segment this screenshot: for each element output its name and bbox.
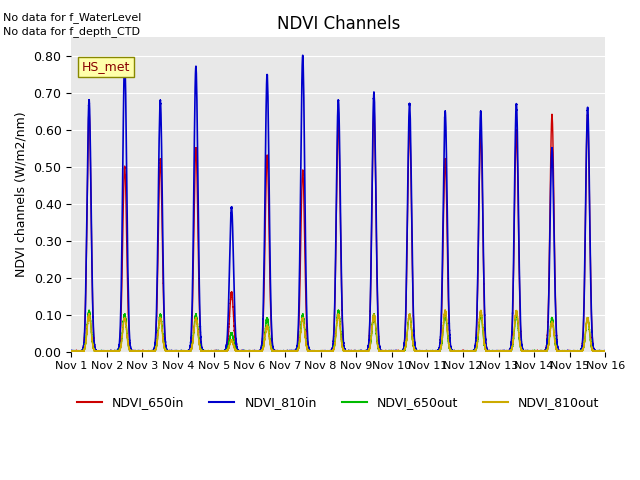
NDVI_810in (483, 348, 491, 353)
Legend: NDVI_650in, NDVI_810in, NDVI_650out, NDVI_810out: NDVI_650in, NDVI_810in, NDVI_650out, NDV… (72, 391, 605, 414)
NDVI_650in (95, 348, 103, 354)
NDVI_650out (95, 348, 103, 354)
NDVI_650out (504, 348, 512, 354)
NDVI_650out (602, 348, 609, 354)
NDVI_810in (67, 348, 75, 354)
NDVI_810in (504, 348, 512, 354)
NDVI_650in (370, 104, 378, 110)
NDVI_650out (335, 307, 342, 313)
NDVI_810in (299, 52, 307, 58)
NDVI_650out (483, 348, 491, 354)
NDVI_810in (67, 348, 75, 354)
NDVI_650in (67, 348, 75, 354)
NDVI_650in (504, 348, 512, 354)
NDVI_650in (483, 348, 491, 354)
NDVI_810out (67, 348, 75, 354)
Text: No data for f_WaterLevel: No data for f_WaterLevel (3, 12, 141, 23)
Line: NDVI_650in: NDVI_650in (71, 107, 605, 351)
NDVI_650out (408, 335, 416, 340)
NDVI_810out (441, 307, 449, 313)
NDVI_650out (469, 348, 477, 354)
Y-axis label: NDVI channels (W/m2/nm): NDVI channels (W/m2/nm) (15, 112, 28, 277)
Text: No data for f_depth_CTD: No data for f_depth_CTD (3, 26, 140, 37)
NDVI_810in (408, 252, 416, 258)
Title: NDVI Channels: NDVI Channels (276, 15, 400, 33)
Line: NDVI_650out: NDVI_650out (71, 310, 605, 351)
NDVI_650in (497, 348, 504, 354)
NDVI_810out (95, 348, 103, 354)
NDVI_650out (497, 348, 504, 354)
NDVI_650out (67, 348, 75, 354)
NDVI_650in (469, 348, 477, 354)
NDVI_810out (483, 348, 491, 354)
NDVI_650in (408, 260, 416, 265)
NDVI_810in (497, 348, 504, 354)
NDVI_810in (95, 348, 103, 354)
NDVI_810in (602, 348, 609, 354)
NDVI_650in (602, 348, 609, 354)
Line: NDVI_810in: NDVI_810in (71, 55, 605, 351)
NDVI_810out (602, 348, 609, 354)
NDVI_810in (469, 348, 477, 354)
Text: HS_met: HS_met (82, 60, 131, 73)
NDVI_650out (67, 348, 75, 354)
Line: NDVI_810out: NDVI_810out (71, 310, 605, 351)
NDVI_650in (67, 348, 75, 354)
NDVI_810out (504, 348, 512, 354)
NDVI_810out (408, 334, 416, 340)
NDVI_810out (67, 348, 75, 354)
NDVI_810out (497, 348, 504, 354)
NDVI_810out (469, 348, 477, 354)
